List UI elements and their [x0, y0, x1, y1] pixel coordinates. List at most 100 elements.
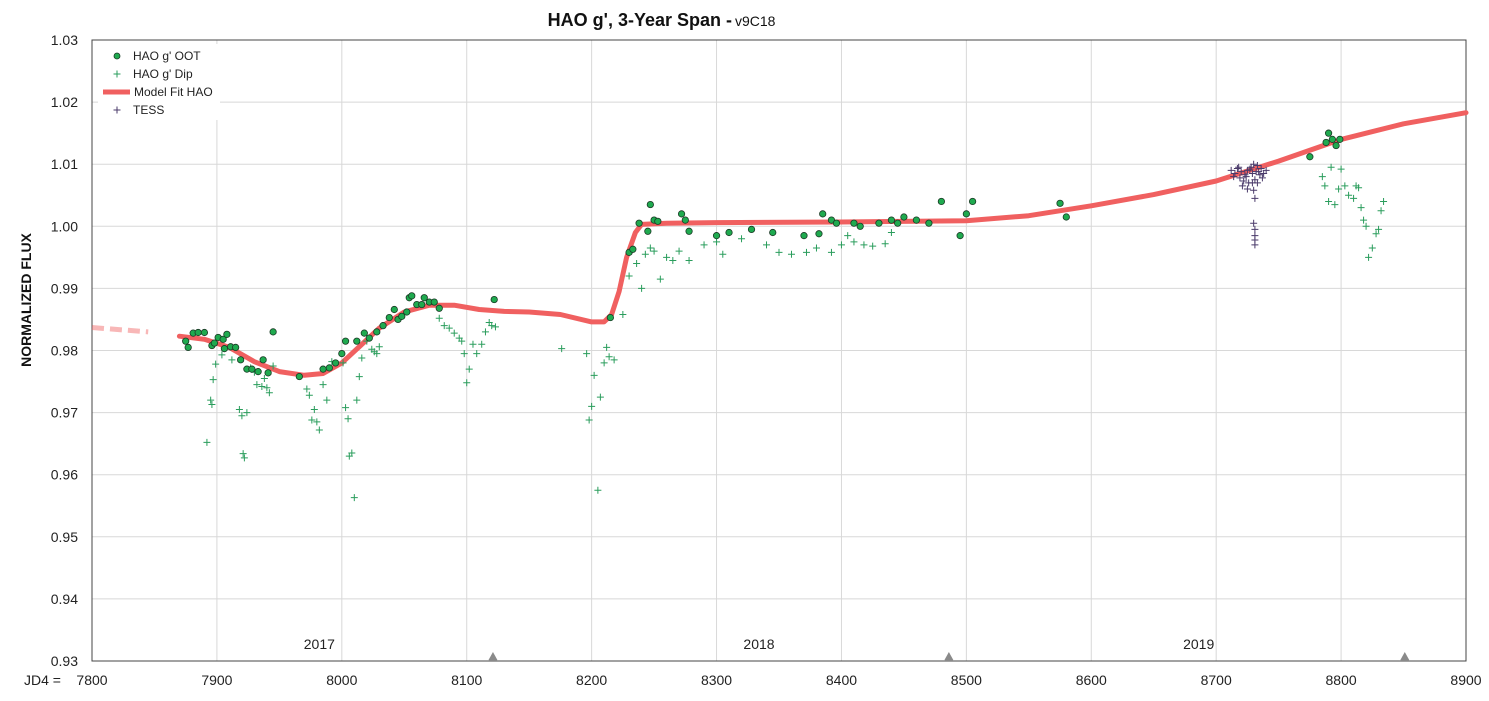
- oot-point: [435, 304, 443, 312]
- oot-point: [182, 337, 190, 345]
- dip-point: [305, 391, 313, 399]
- oot-point: [408, 292, 416, 300]
- dip-point: [207, 396, 215, 404]
- dip-point: [1318, 173, 1326, 181]
- oot-point: [194, 328, 202, 337]
- oot-point: [629, 245, 637, 253]
- oot-point: [365, 334, 373, 342]
- dip-point: [610, 356, 618, 364]
- oot-point: [681, 216, 689, 224]
- dip-point: [488, 322, 496, 330]
- tess-point: [1251, 241, 1259, 249]
- dip-point: [1365, 253, 1373, 261]
- tess-point: [1242, 173, 1250, 181]
- x-tick-label: 8500: [951, 672, 982, 688]
- tess-point: [1227, 166, 1235, 174]
- oot-point: [1056, 199, 1064, 207]
- x-tick-label: 7900: [201, 672, 232, 688]
- dip-point: [235, 405, 243, 413]
- dip-point: [1380, 197, 1388, 205]
- oot-point: [1325, 129, 1333, 137]
- chart-subtitle: v9C18: [735, 13, 776, 29]
- oot-point: [912, 216, 921, 224]
- oot-point: [635, 219, 643, 227]
- dip-point: [269, 362, 277, 370]
- dip-point: [605, 353, 613, 361]
- dip-point: [473, 350, 481, 358]
- year-label: 2018: [743, 636, 774, 652]
- dip-point: [348, 449, 356, 457]
- dip-point: [887, 229, 895, 237]
- oot-point: [430, 298, 438, 306]
- oot-point: [1336, 135, 1344, 143]
- y-tick-label: 0.97: [51, 405, 78, 421]
- dip-point: [802, 248, 810, 256]
- oot-point: [606, 313, 614, 322]
- x-tick-label: 8800: [1326, 672, 1357, 688]
- x-tick-label: 8600: [1076, 672, 1107, 688]
- year-label: 2017: [304, 636, 335, 652]
- dip-point: [1377, 207, 1385, 215]
- dip-point: [243, 409, 251, 417]
- dip-point: [588, 402, 596, 410]
- oot-point: [390, 305, 398, 314]
- y-tick-label: 0.99: [51, 280, 78, 296]
- dip-point: [638, 284, 646, 292]
- dip-point: [646, 244, 654, 252]
- tess-point: [1250, 160, 1258, 168]
- dip-point: [491, 323, 499, 331]
- oot-point: [353, 337, 361, 345]
- tess-point: [1240, 177, 1248, 185]
- dip-point: [869, 242, 877, 250]
- oot-point: [403, 308, 411, 316]
- oot-point: [490, 295, 498, 304]
- dip-point: [850, 238, 858, 246]
- oot-point: [237, 356, 245, 364]
- tess-point: [1250, 219, 1258, 227]
- dip-point: [1350, 194, 1358, 202]
- oot-point: [254, 368, 262, 376]
- dip-point: [596, 393, 604, 401]
- dip-point: [585, 416, 593, 424]
- oot-point: [747, 225, 756, 234]
- dip-point: [1337, 165, 1345, 173]
- dip-point: [713, 238, 721, 246]
- oot-point: [969, 197, 977, 206]
- x-tick-label: 7800: [76, 672, 107, 688]
- y-tick-label: 1.00: [51, 218, 78, 234]
- dip-point: [463, 379, 471, 387]
- dip-point: [465, 365, 473, 373]
- tess-point: [1248, 170, 1256, 178]
- oot-point: [331, 359, 340, 367]
- tess-point: [1251, 225, 1259, 233]
- dip-point: [445, 324, 453, 332]
- legend-label: HAO g' Dip: [133, 67, 193, 81]
- oot-point: [1062, 213, 1070, 221]
- y-tick-label: 0.95: [51, 529, 78, 545]
- dip-point: [633, 260, 641, 268]
- axes: 7800 7900 8000 8100 8200 8300 8400 8500 8600 8700…: [51, 32, 1482, 688]
- dip-point: [1345, 191, 1353, 199]
- y-tick-label: 1.03: [51, 32, 78, 48]
- dip-point: [319, 381, 327, 389]
- oot-point: [956, 232, 964, 240]
- oot-point: [295, 372, 303, 381]
- dip-point: [1341, 182, 1349, 190]
- dip-point: [1360, 216, 1368, 224]
- tess-point: [1233, 165, 1241, 173]
- oot-point: [856, 222, 864, 230]
- oot-point: [210, 339, 219, 347]
- dip-point: [350, 494, 358, 502]
- x-tick-label: 8700: [1201, 672, 1232, 688]
- dip-point: [1321, 182, 1329, 190]
- dip-point: [738, 235, 746, 243]
- oot-point: [900, 213, 908, 221]
- dip-point: [238, 412, 246, 420]
- tess-point: [1251, 194, 1259, 202]
- dip-point: [239, 450, 247, 458]
- dip-point: [669, 256, 677, 264]
- legend-label: Model Fit HAO: [134, 85, 213, 99]
- dip-point: [775, 248, 783, 256]
- oot-point: [925, 219, 933, 227]
